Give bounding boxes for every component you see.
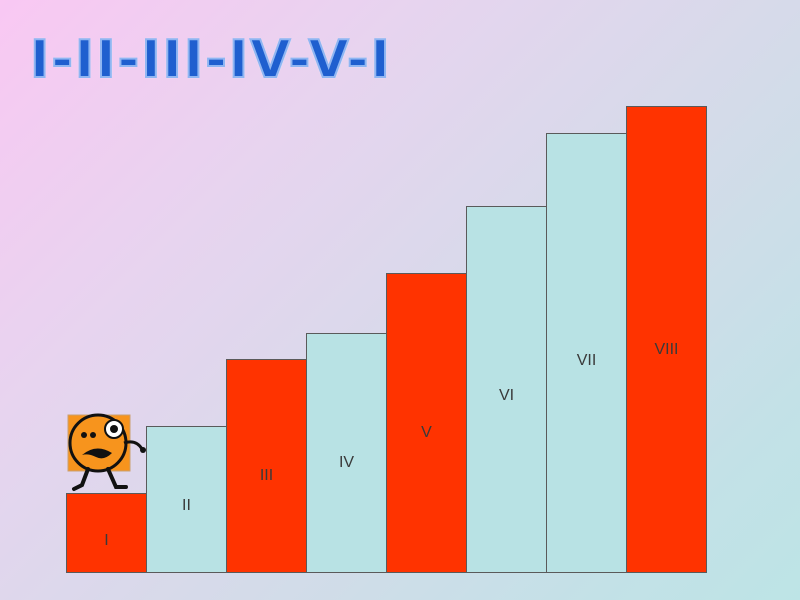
character-arm — [123, 440, 144, 450]
character-hand — [140, 447, 146, 453]
step-label: III — [259, 467, 274, 484]
character-right-leg — [106, 467, 128, 489]
step-v: V — [386, 273, 467, 573]
step-label: VI — [498, 387, 515, 404]
step-vi: VI — [466, 206, 547, 573]
step-label: IV — [338, 454, 355, 471]
character-left-eye — [81, 432, 87, 438]
character-mouth — [82, 448, 112, 459]
character-right-pupil — [110, 425, 118, 433]
step-iii: III — [226, 359, 307, 573]
worried-walking-face-icon — [67, 413, 146, 491]
step-iv: IV — [306, 333, 387, 573]
step-label: II — [182, 497, 191, 514]
step-label: I — [104, 532, 109, 549]
slide-title: I-II-III-IV-V-I — [29, 29, 392, 91]
character-left-eye-2 — [90, 432, 96, 438]
step-ii: II — [146, 426, 227, 573]
step-label: VIII — [654, 341, 679, 358]
step-label: VII — [576, 352, 597, 369]
step-vii: VII — [546, 133, 627, 573]
step-viii: VIII — [626, 106, 707, 573]
step-label: V — [421, 424, 432, 441]
step-i: I — [66, 493, 147, 573]
character-left-leg — [72, 467, 90, 491]
